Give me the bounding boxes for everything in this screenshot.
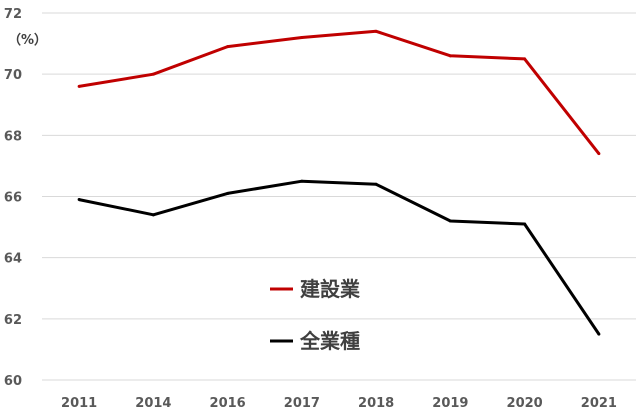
y-tick-label: 72	[4, 7, 22, 22]
y-unit-label: （%）	[8, 32, 47, 48]
data-point	[151, 72, 155, 76]
legend: 建設業 全業種	[270, 277, 361, 353]
data-point	[597, 332, 601, 336]
data-point	[523, 222, 527, 226]
y-tick-label: 60	[4, 374, 22, 389]
x-tick-label: 2018	[358, 396, 394, 410]
y-tick-label: 62	[4, 313, 22, 328]
data-point	[226, 45, 230, 49]
gridlines	[42, 12, 636, 381]
y-tick-label: 64	[4, 252, 22, 267]
data-point	[448, 219, 452, 223]
data-point	[523, 57, 527, 61]
data-point	[151, 213, 155, 217]
data-point	[300, 179, 304, 183]
data-point	[448, 54, 452, 58]
data-point	[77, 198, 81, 202]
x-axis: 2011 2014 2016 2017 2018 2019 2020 2021	[61, 396, 617, 410]
data-point	[597, 152, 601, 156]
y-axis: 60 62 64 66 68 70 72	[4, 7, 22, 389]
legend-label-0: 建設業	[300, 277, 361, 301]
data-point	[374, 29, 378, 33]
y-tick-label: 66	[4, 191, 22, 206]
x-tick-label: 2017	[284, 396, 320, 410]
series-line-1	[78, 179, 601, 335]
x-tick-label: 2019	[432, 396, 468, 410]
data-point	[226, 191, 230, 195]
x-tick-label: 2014	[135, 396, 171, 410]
y-tick-label: 70	[4, 68, 22, 83]
series-lines	[77, 29, 601, 336]
y-tick-label: 68	[4, 129, 22, 144]
series-line-0	[78, 29, 601, 155]
x-tick-label: 2020	[507, 396, 543, 410]
legend-label-1: 全業種	[299, 329, 360, 353]
data-point	[300, 35, 304, 39]
x-tick-label: 2016	[210, 396, 246, 410]
data-point	[374, 182, 378, 186]
data-point	[77, 84, 81, 88]
x-tick-label: 2011	[61, 396, 97, 410]
x-tick-label: 2021	[581, 396, 617, 410]
